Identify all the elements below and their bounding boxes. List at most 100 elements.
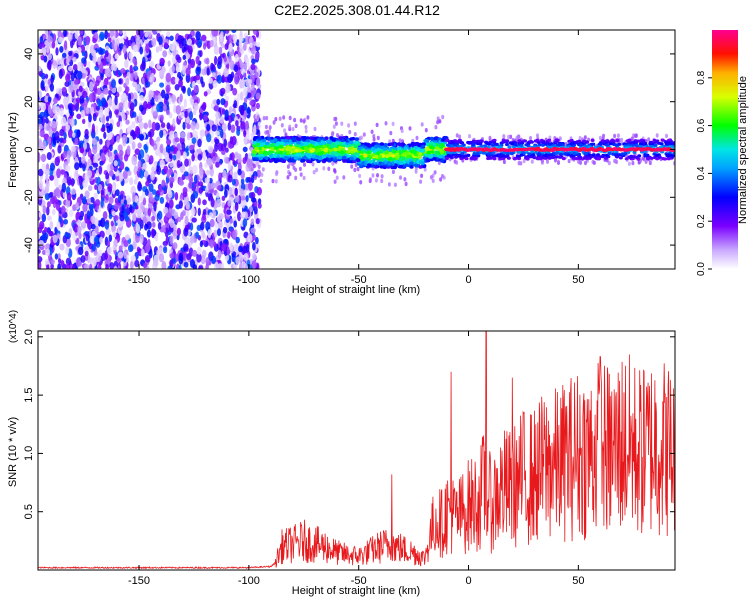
heatmap-cell bbox=[113, 265, 118, 269]
heatmap-cell bbox=[159, 159, 165, 169]
heatmap-cell bbox=[299, 172, 303, 177]
heatmap-cell bbox=[179, 93, 183, 103]
heatmap-cell bbox=[413, 145, 419, 150]
heatmap-cell bbox=[51, 195, 58, 204]
heatmap-cell bbox=[198, 265, 203, 269]
heatmap-cell bbox=[138, 121, 145, 129]
heatmap-cell bbox=[205, 257, 210, 266]
heatmap-cell bbox=[646, 156, 650, 160]
heatmap-cell bbox=[129, 72, 134, 82]
heatmap-cell bbox=[290, 158, 295, 163]
heatmap-cell bbox=[79, 215, 83, 221]
heatmap-cell bbox=[197, 207, 201, 217]
heatmap-cell bbox=[318, 151, 323, 156]
heatmap-cell bbox=[337, 155, 342, 160]
heatmap-cell bbox=[183, 171, 189, 177]
heatmap-cell bbox=[309, 148, 315, 153]
heatmap-cell bbox=[392, 165, 397, 170]
heatmap-cell bbox=[197, 138, 202, 148]
heatmap-cell bbox=[246, 158, 253, 169]
heatmap-cell bbox=[275, 158, 280, 162]
heatmap-cell bbox=[168, 98, 172, 105]
heatmap-cell bbox=[178, 200, 183, 209]
heatmap-cell bbox=[238, 39, 243, 49]
heatmap-cell bbox=[362, 132, 366, 137]
heatmap-cell bbox=[122, 113, 126, 122]
heatmap-cell bbox=[266, 151, 272, 156]
heatmap-cell bbox=[250, 191, 256, 199]
heatmap-cell bbox=[215, 198, 222, 208]
heatmap-cell bbox=[666, 157, 671, 161]
heatmap-cell bbox=[90, 106, 95, 115]
heatmap-cell bbox=[92, 30, 98, 33]
heatmap-cell bbox=[512, 145, 517, 149]
heatmap-cell bbox=[38, 70, 43, 77]
heatmap-cell bbox=[145, 43, 150, 54]
heatmap-cell bbox=[250, 167, 254, 172]
heatmap-cell bbox=[436, 151, 441, 155]
heatmap-cell bbox=[40, 79, 45, 90]
heatmap-cell bbox=[39, 128, 45, 138]
heatmap-cell bbox=[81, 57, 87, 64]
heatmap-cell bbox=[233, 64, 239, 73]
heatmap-cell bbox=[215, 192, 220, 199]
heatmap-cell bbox=[644, 159, 648, 164]
heatmap-cell bbox=[220, 98, 226, 106]
heatmap-cell bbox=[221, 108, 226, 115]
heatmap-cell bbox=[278, 151, 283, 155]
heatmap-cell bbox=[49, 221, 54, 230]
heatmap-cell bbox=[92, 257, 97, 267]
heatmap-cell bbox=[108, 144, 113, 152]
heatmap-cell bbox=[191, 217, 197, 223]
heatmap-cell bbox=[65, 257, 72, 266]
heatmap-cell bbox=[660, 138, 665, 142]
heatmap-cell bbox=[355, 154, 361, 158]
heatmap-cell bbox=[382, 147, 388, 151]
heatmap-cell bbox=[96, 253, 101, 263]
heatmap-cell bbox=[46, 152, 52, 160]
heatmap-cell bbox=[332, 158, 337, 162]
heatmap-cell bbox=[371, 142, 376, 146]
heatmap-cell bbox=[77, 90, 84, 97]
heatmap-cell bbox=[38, 232, 41, 240]
heatmap-cell bbox=[90, 196, 95, 203]
heatmap-cell bbox=[228, 34, 233, 44]
heatmap-cell bbox=[152, 105, 157, 112]
heatmap-cell bbox=[440, 143, 445, 147]
heatmap-cell bbox=[376, 135, 380, 141]
heatmap-cell bbox=[294, 167, 298, 172]
heatmap-cell bbox=[144, 223, 148, 231]
heatmap-cell bbox=[252, 128, 257, 136]
heatmap-cell bbox=[243, 252, 249, 262]
heatmap-cell bbox=[216, 98, 221, 105]
heatmap-cell bbox=[125, 119, 130, 125]
heatmap-cell bbox=[146, 229, 152, 238]
heatmap-cell bbox=[379, 158, 384, 162]
heatmap-cell bbox=[138, 30, 144, 39]
heatmap-cell bbox=[291, 162, 295, 167]
heatmap-cell bbox=[184, 110, 188, 119]
heatmap-cell bbox=[507, 145, 512, 149]
heatmap-cell bbox=[165, 72, 172, 83]
heatmap-cell bbox=[44, 192, 51, 201]
heatmap-cell bbox=[195, 31, 201, 41]
heatmap-cell bbox=[63, 40, 68, 51]
heatmap-cell bbox=[486, 142, 491, 146]
heatmap-cell bbox=[148, 248, 153, 259]
heatmap-cell bbox=[117, 195, 122, 204]
heatmap-cell bbox=[262, 138, 267, 142]
heatmap-cell bbox=[240, 107, 245, 116]
heatmap-cell bbox=[106, 68, 112, 78]
heatmap-cell bbox=[363, 153, 368, 158]
heatmap-cell bbox=[288, 124, 292, 129]
heatmap-cell bbox=[159, 69, 165, 77]
heatmap-cell bbox=[47, 104, 52, 115]
heatmap-cell bbox=[274, 179, 278, 184]
heatmap-cell bbox=[265, 115, 269, 121]
heatmap-cell bbox=[131, 111, 137, 118]
heatmap-cell bbox=[412, 150, 417, 154]
heatmap-cell bbox=[132, 201, 137, 210]
heatmap-cell bbox=[213, 45, 220, 55]
heatmap-cell bbox=[103, 131, 107, 140]
heatmap-cell bbox=[431, 178, 435, 183]
